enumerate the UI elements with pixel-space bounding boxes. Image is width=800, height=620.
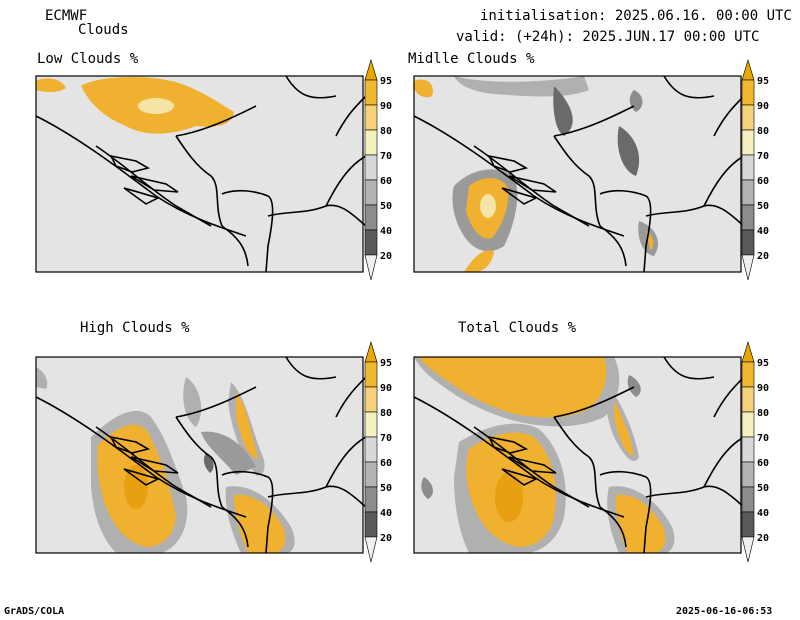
colorbar-total [741,341,755,563]
footer-software: GrADS/COLA [4,606,65,617]
colorbar-middle [741,59,755,281]
colorbar-tick-label: 80 [380,126,392,137]
panel-total-clouds [413,356,745,554]
colorbar-tick-label: 80 [757,126,769,137]
colorbar-tick-label: 95 [380,358,392,369]
colorbar-tick-label: 95 [757,76,769,87]
colorbar-tick-label: 90 [380,101,392,112]
colorbar-tick-label: 90 [757,101,769,112]
colorbar-tick-label: 70 [757,151,769,162]
colorbar-tick-label: 40 [757,226,769,237]
colorbar-tick-label: 70 [380,433,392,444]
colorbar-tick-label: 70 [380,151,392,162]
colorbar-tick-label: 70 [757,433,769,444]
colorbar-tick-label: 90 [757,383,769,394]
colorbar-tick-label: 60 [757,176,769,187]
colorbar-tick-label: 40 [380,226,392,237]
valid-line: valid: (+24h): 2025.JUN.17 00:00 UTC [456,29,760,45]
colorbar-tick-label: 50 [380,483,392,494]
panel-title-high: High Clouds % [80,320,190,336]
initialisation-line: initialisation: 2025.06.16. 00:00 UTC [480,8,792,24]
colorbar-tick-label: 90 [380,383,392,394]
colorbar-tick-label: 20 [380,533,392,544]
colorbar-tick-label: 60 [380,458,392,469]
colorbar-tick-label: 50 [757,483,769,494]
model-name: ECMWF [45,8,88,24]
colorbar-tick-label: 20 [757,533,769,544]
colorbar-tick-label: 60 [757,458,769,469]
colorbar-low [364,59,378,281]
panel-title-middle: Midlle Clouds % [408,51,535,67]
panel-low-clouds [35,75,367,273]
colorbar-tick-label: 80 [757,408,769,419]
panel-middle-clouds [413,75,745,273]
panel-high-clouds [35,356,367,554]
product-name: Clouds [78,22,129,38]
colorbar-tick-label: 95 [380,76,392,87]
colorbar-tick-label: 50 [757,201,769,212]
panel-title-total: Total Clouds % [458,320,577,336]
colorbar-tick-label: 20 [757,251,769,262]
colorbar-tick-label: 20 [380,251,392,262]
colorbar-tick-label: 60 [380,176,392,187]
colorbar-tick-label: 80 [380,408,392,419]
colorbar-high [364,341,378,563]
colorbar-tick-label: 40 [380,508,392,519]
colorbar-tick-label: 95 [757,358,769,369]
panel-title-low: Low Clouds % [37,51,139,67]
colorbar-tick-label: 50 [380,201,392,212]
colorbar-tick-label: 40 [757,508,769,519]
footer-timestamp: 2025-06-16-06:53 [676,606,773,617]
